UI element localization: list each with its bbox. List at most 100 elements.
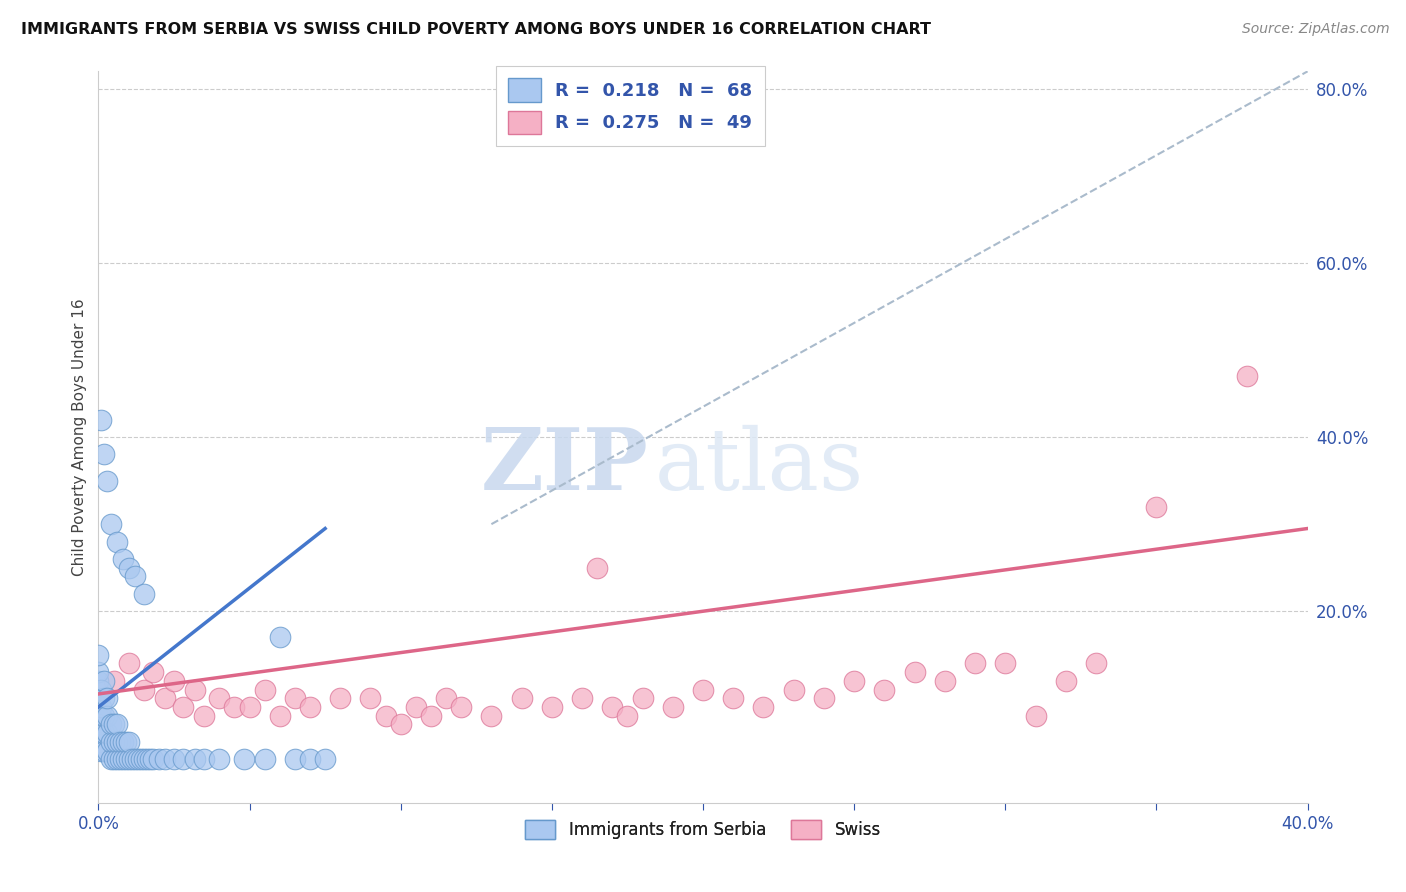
Point (87, 735, 110, 749)
Point (93, 726, 115, 740)
Point (87, 708, 110, 723)
Point (374, 708, 396, 723)
Point (103, 752, 125, 766)
Point (481, 708, 503, 723)
Point (87, 673, 110, 688)
Point (405, 700, 427, 714)
Point (184, 752, 207, 766)
Point (208, 691, 231, 706)
Text: ZIP: ZIP (481, 425, 648, 508)
Point (269, 708, 291, 723)
Point (184, 682, 207, 697)
Point (90, 700, 112, 714)
Point (253, 682, 276, 697)
Point (100, 735, 122, 749)
Point (129, 752, 152, 766)
Point (434, 691, 457, 706)
Point (224, 700, 246, 714)
Point (90, 682, 112, 697)
Point (121, 752, 143, 766)
Point (1085, 657, 1108, 671)
Point (142, 752, 165, 766)
Point (692, 682, 714, 697)
Point (661, 700, 683, 714)
Point (172, 752, 194, 766)
Point (934, 673, 956, 688)
Point (1054, 673, 1077, 688)
Point (172, 700, 194, 714)
Point (100, 717, 122, 731)
Point (118, 560, 141, 574)
Point (1024, 708, 1046, 723)
Point (127, 752, 149, 766)
Point (100, 517, 122, 532)
Point (299, 700, 322, 714)
Point (105, 752, 128, 766)
Point (602, 700, 624, 714)
Point (118, 735, 141, 749)
Point (108, 735, 131, 749)
Point (118, 752, 141, 766)
Text: atlas: atlas (655, 425, 863, 508)
Point (105, 735, 128, 749)
Point (571, 691, 593, 706)
Point (105, 717, 128, 731)
Point (87, 665, 110, 680)
Point (153, 752, 176, 766)
Point (904, 665, 927, 680)
Point (124, 752, 146, 766)
Point (132, 682, 155, 697)
Point (87, 648, 110, 662)
Point (93, 673, 115, 688)
Point (100, 752, 122, 766)
Point (420, 708, 443, 723)
Point (96, 708, 118, 723)
Point (90, 726, 112, 740)
Point (208, 752, 231, 766)
Point (90, 743, 112, 757)
Point (142, 665, 165, 680)
Point (163, 673, 186, 688)
Point (1144, 500, 1167, 514)
Point (153, 691, 176, 706)
Point (96, 474, 118, 488)
Point (783, 682, 806, 697)
Point (87, 691, 110, 706)
Point (124, 569, 146, 583)
Point (193, 752, 215, 766)
Point (118, 657, 141, 671)
Text: IMMIGRANTS FROM SERBIA VS SWISS CHILD POVERTY AMONG BOYS UNDER 16 CORRELATION CH: IMMIGRANTS FROM SERBIA VS SWISS CHILD PO… (21, 22, 931, 37)
Point (540, 700, 562, 714)
Point (329, 691, 352, 706)
Point (450, 700, 472, 714)
Point (135, 752, 157, 766)
Point (1236, 369, 1258, 384)
Point (232, 752, 254, 766)
Point (586, 560, 609, 574)
Point (284, 691, 307, 706)
Point (105, 534, 128, 549)
Point (132, 587, 155, 601)
Point (114, 735, 136, 749)
Point (90, 708, 112, 723)
Point (114, 752, 136, 766)
Point (631, 691, 654, 706)
Point (103, 717, 125, 731)
Point (132, 752, 155, 766)
Point (873, 682, 896, 697)
Point (389, 717, 412, 731)
Point (269, 631, 291, 645)
Point (723, 691, 745, 706)
Point (616, 708, 638, 723)
Point (96, 691, 118, 706)
Point (239, 700, 262, 714)
Point (314, 752, 336, 766)
Point (93, 743, 115, 757)
Point (360, 691, 382, 706)
Point (752, 700, 775, 714)
Point (103, 673, 125, 688)
Point (108, 752, 131, 766)
Point (96, 726, 118, 740)
Point (813, 691, 835, 706)
Point (87, 717, 110, 731)
